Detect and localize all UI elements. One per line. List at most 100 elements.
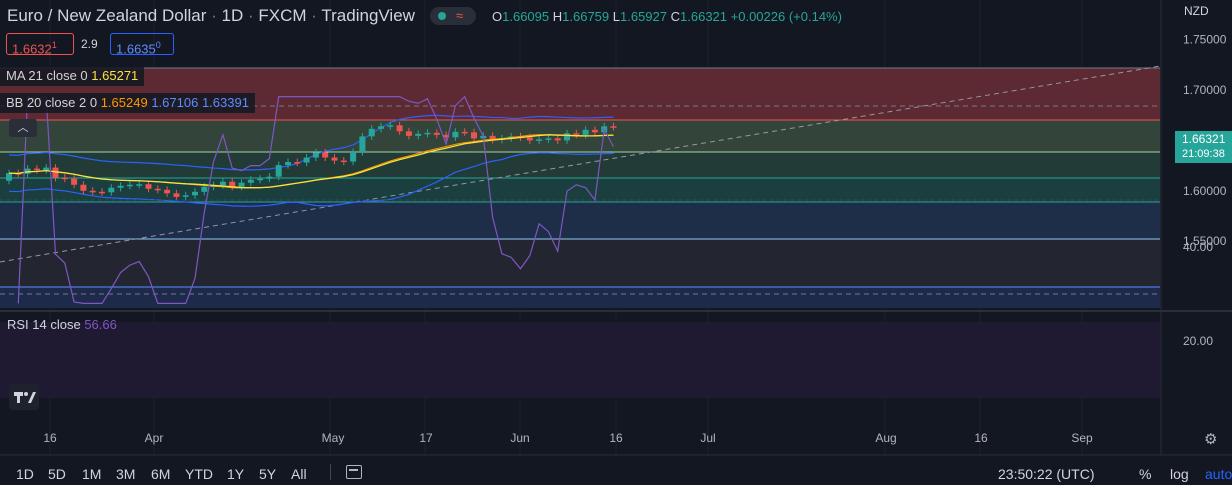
sell-button[interactable]: 1.66321 — [6, 33, 74, 57]
high-value: 1.66759 — [562, 9, 610, 24]
candle-body — [219, 181, 226, 186]
fib-zone — [0, 152, 1160, 178]
open-value: 1.66095 — [502, 9, 550, 24]
change-value: +0.00226 (+0.14%) — [730, 9, 842, 24]
candle-body — [117, 185, 124, 188]
market-status-toggle[interactable]: ≈ — [430, 7, 476, 25]
candle-body — [80, 184, 87, 191]
auto-toggle[interactable]: auto — [1205, 466, 1232, 482]
candle-body — [545, 138, 552, 140]
ma-value: 1.65271 — [91, 68, 139, 83]
rsi-legend[interactable]: RSI 14 close 56.66 — [7, 317, 117, 332]
rsi-label: RSI 14 close — [7, 317, 81, 332]
fib-zone — [0, 287, 1160, 308]
symbol-name[interactable]: Euro / New Zealand Dollar — [7, 6, 207, 25]
candle-body — [536, 139, 543, 141]
toolbar-divider — [330, 464, 331, 480]
candle-body — [573, 133, 580, 135]
range-1m[interactable]: 1M — [82, 466, 102, 482]
tradingview-logo-icon[interactable] — [9, 384, 39, 410]
wave-icon: ≈ — [456, 8, 464, 23]
candle-body — [405, 131, 412, 136]
buy-button[interactable]: 1.66350 — [110, 33, 174, 57]
market-open-dot-icon — [438, 12, 446, 20]
bb-basis-value: 1.65249 — [100, 95, 148, 110]
chart-title[interactable]: Euro / New Zealand Dollar · 1D · FXCM · … — [7, 6, 415, 26]
range-6m[interactable]: 6M — [151, 466, 171, 482]
sell-price: 1.6632 — [12, 41, 52, 57]
candle-body — [164, 189, 171, 194]
calendar-range-icon[interactable] — [346, 465, 362, 479]
candle-body — [257, 178, 264, 181]
candle-body — [238, 182, 245, 187]
candle-body — [201, 186, 208, 192]
time-axis-label: May — [322, 431, 345, 445]
range-5y[interactable]: 5Y — [259, 466, 277, 482]
current-price-value: 1.66321 — [1182, 132, 1226, 146]
ma-legend[interactable]: MA 21 close 0 1.65271 — [0, 66, 145, 86]
candle-body — [24, 168, 31, 174]
candle-body — [526, 137, 533, 141]
range-all[interactable]: All — [291, 466, 307, 482]
candle-body — [126, 184, 133, 187]
candle-body — [471, 132, 477, 139]
candle-body — [331, 157, 338, 161]
candle-body — [52, 167, 59, 178]
rsi-line — [17, 95, 615, 304]
time-axis-label: Jul — [700, 431, 715, 445]
interval-label[interactable]: 1D — [221, 6, 244, 25]
title-separator: · — [247, 6, 254, 25]
title-separator: · — [311, 6, 317, 25]
range-5d[interactable]: 5D — [48, 466, 66, 482]
candle-body — [415, 133, 422, 136]
settings-gear-icon[interactable]: ⚙ — [1204, 431, 1218, 448]
currency-label[interactable]: NZD — [1184, 4, 1209, 18]
candle-body — [554, 138, 561, 141]
candle-body — [359, 136, 366, 152]
exchange-label: FXCM — [258, 6, 307, 25]
candle-body — [247, 179, 254, 183]
range-ytd[interactable]: YTD — [185, 466, 213, 482]
price-axis-label: 1.60000 — [1183, 184, 1227, 198]
price-axis-label: 1.55000 — [1183, 234, 1227, 248]
buy-price: 1.6635 — [116, 41, 156, 57]
trend-line — [0, 65, 1161, 263]
candle-body — [71, 178, 78, 185]
rsi-axis-label: 40.00 — [1183, 240, 1213, 254]
time-axis-label: 16 — [43, 431, 57, 445]
percent-toggle[interactable]: % — [1139, 466, 1152, 482]
time-axis-label: 16 — [609, 431, 623, 445]
sell-price-pip: 1 — [51, 40, 57, 50]
candle-body — [173, 193, 180, 197]
time-axis-label: 17 — [419, 431, 433, 445]
ma-label: MA 21 close 0 — [6, 68, 88, 83]
fib-zone — [0, 239, 1160, 287]
candle-body — [229, 181, 236, 187]
low-label: L — [612, 9, 620, 24]
log-toggle[interactable]: log — [1170, 466, 1189, 482]
bb-lower-band — [8, 152, 614, 207]
close-label: C — [670, 9, 681, 24]
candle-body — [322, 152, 329, 158]
brand-label: TradingView — [321, 6, 415, 25]
fib-zone — [0, 202, 1160, 239]
current-price-tag: 1.66321 21:09:38 — [1175, 131, 1232, 163]
bb-lower-value: 1.63391 — [201, 95, 249, 110]
ohlc-readout: O1.66095 H1.66759 L1.65927 C1.66321 +0.0… — [492, 9, 842, 24]
buy-price-pip: 0 — [155, 40, 161, 50]
range-1y[interactable]: 1Y — [227, 466, 245, 482]
candle-body — [303, 157, 310, 163]
candle-body — [192, 191, 198, 196]
range-1d[interactable]: 1D — [16, 466, 34, 482]
collapse-chevron-icon[interactable]: ︿ — [9, 119, 37, 137]
candle-body — [564, 133, 570, 141]
bb-legend[interactable]: BB 20 close 2 0 1.65249 1.67106 1.63391 — [0, 93, 255, 113]
rsi-axis-label: 20.00 — [1183, 334, 1213, 348]
open-label: O — [492, 9, 503, 24]
utc-clock[interactable]: 23:50:22 (UTC) — [998, 466, 1095, 482]
spread-value: 2.9 — [81, 37, 98, 51]
rsi-value: 56.66 — [84, 317, 117, 332]
price-axis-label: 1.70000 — [1183, 83, 1227, 97]
range-3m[interactable]: 3M — [116, 466, 136, 482]
